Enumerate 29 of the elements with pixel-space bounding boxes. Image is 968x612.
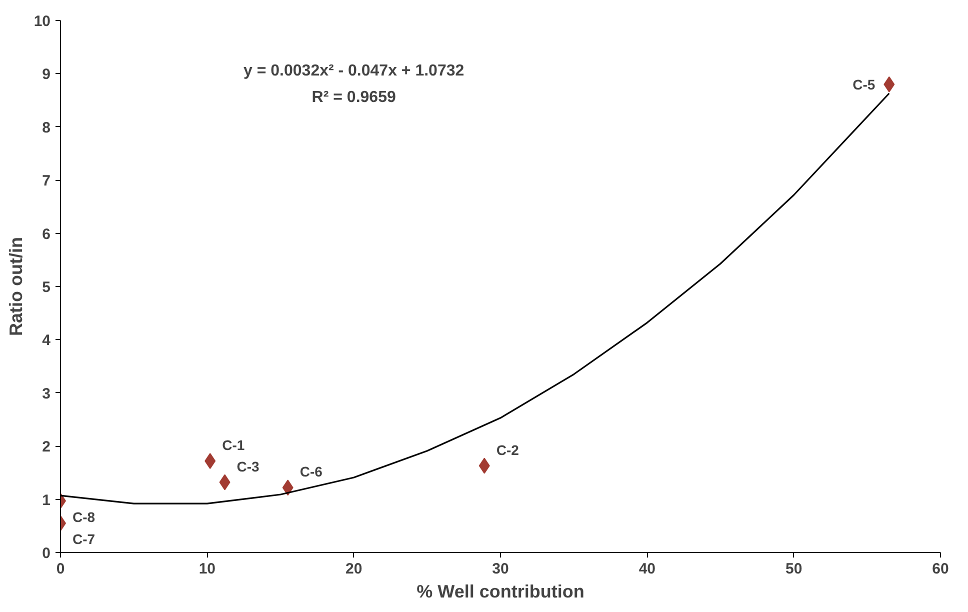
x-axis-title: % Well contribution bbox=[416, 582, 584, 602]
annotation: C-8 bbox=[72, 508, 96, 525]
y-tick-label: 8 bbox=[42, 119, 50, 136]
y-tick-label: 5 bbox=[42, 279, 50, 296]
annotation: C-2 bbox=[496, 442, 520, 458]
x-tick-label: 50 bbox=[785, 560, 802, 578]
x-tick-label: 60 bbox=[932, 560, 949, 578]
y-tick-label: 3 bbox=[42, 385, 50, 402]
y-tick-label: 4 bbox=[42, 332, 52, 350]
annotation: C-5 bbox=[852, 76, 876, 92]
x-tick-label: 20 bbox=[345, 560, 362, 578]
y-tick-label: 9 bbox=[42, 66, 50, 84]
y-tick-label: 6 bbox=[42, 226, 50, 243]
annotation: C-6 bbox=[300, 464, 323, 480]
annotation: C-7 bbox=[72, 531, 96, 548]
x-tick-label: 0 bbox=[56, 560, 65, 578]
annotation: C-1 bbox=[222, 436, 245, 453]
y-tick-label: 7 bbox=[42, 172, 50, 190]
x-tick-label: 30 bbox=[492, 560, 509, 578]
x-tick-label: 40 bbox=[638, 560, 656, 578]
annotation: y = 0.0032x² - 0.047x + 1.0732 bbox=[244, 62, 464, 80]
y-tick-label: 2 bbox=[42, 438, 50, 456]
y-tick-label: 1 bbox=[42, 492, 50, 509]
y-axis-title: Ratio out/in bbox=[6, 237, 26, 336]
annotation: R² = 0.9659 bbox=[312, 89, 396, 106]
y-tick-label: 0 bbox=[42, 545, 50, 562]
y-tick-label: 10 bbox=[34, 13, 51, 30]
x-tick-label: 10 bbox=[198, 560, 216, 578]
annotation: C-3 bbox=[236, 458, 260, 474]
